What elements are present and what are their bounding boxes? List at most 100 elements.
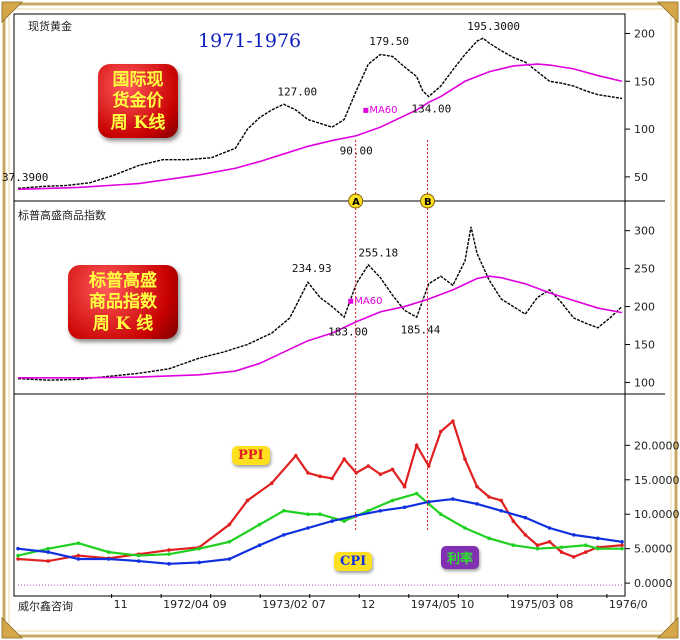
marker-label-b: B xyxy=(424,197,432,208)
rate-point xyxy=(46,550,50,554)
ma60-swatch xyxy=(363,107,369,113)
ppi-point xyxy=(46,559,50,563)
ppi-point xyxy=(439,429,443,434)
rate-point xyxy=(306,526,310,530)
commodity-badge-line-1: 标普高盛 xyxy=(89,271,157,291)
y-tick-label: 250 xyxy=(634,263,655,276)
ppi-point xyxy=(378,472,383,477)
annotation-label: 179.50 xyxy=(369,35,409,48)
gold-title-badge: 国际现 货金价 周 K线 xyxy=(98,64,178,138)
x-tick-label: 10 xyxy=(460,598,474,611)
commodity-badge-line-2: 商品指数 xyxy=(89,292,157,313)
rate-point xyxy=(76,557,81,561)
x-tick-label: 1975/03 xyxy=(510,598,556,611)
x-tick-label: 11 xyxy=(114,598,128,611)
ppi-point xyxy=(487,495,491,499)
annotation-label: 183.00 xyxy=(328,325,368,338)
rate-point xyxy=(571,533,576,537)
ppi-point xyxy=(294,453,298,458)
cpi-point xyxy=(414,491,419,496)
y-tick-label: 10.0000 xyxy=(634,508,680,521)
commodity-title-badge: 标普高盛 商品指数 周 K 线 xyxy=(68,265,178,339)
x-tick-label: 1972/04 xyxy=(163,598,209,611)
cpi-point xyxy=(535,546,540,551)
y-tick-label: 15.0000 xyxy=(634,474,680,487)
footer-label: 威尔鑫咨询 xyxy=(18,600,73,613)
cpi-point xyxy=(342,519,346,523)
ppi-point xyxy=(559,550,564,554)
cpi-point xyxy=(366,508,371,513)
cpi-label: CPI xyxy=(334,552,373,571)
y-tick-label: 0.0000 xyxy=(634,577,673,590)
ppi-point xyxy=(318,474,322,479)
ma60-label: MA60 xyxy=(354,296,382,307)
ppi-point xyxy=(402,484,407,489)
rate-point xyxy=(16,546,20,551)
ppi-label: PPI xyxy=(232,446,270,465)
cpi-point xyxy=(487,536,491,541)
ppi-point xyxy=(475,484,479,489)
cpi-point xyxy=(439,512,443,517)
x-tick-label: 1974/05 xyxy=(411,598,457,611)
cpi-point xyxy=(318,512,322,517)
rate-point xyxy=(137,559,141,563)
annotation-label: 195.3000 xyxy=(467,20,520,33)
x-tick-label: 07 xyxy=(312,598,326,611)
y-tick-label: 50 xyxy=(634,171,648,184)
annotation-label: 90.00 xyxy=(340,145,373,158)
y-tick-label: 150 xyxy=(634,338,655,351)
ppi-point xyxy=(366,464,371,468)
cpi-point xyxy=(583,543,588,548)
rate-point xyxy=(197,560,201,565)
ppi-point xyxy=(269,481,274,486)
annotation-label: 134.00 xyxy=(412,103,452,116)
cpi-point xyxy=(306,512,310,517)
ppi-point xyxy=(167,548,171,552)
rate-point xyxy=(547,526,552,530)
rate-point xyxy=(330,519,334,523)
annotation-label: 185.44 xyxy=(401,324,441,337)
ppi-point xyxy=(499,498,504,503)
price-series-line xyxy=(17,37,623,190)
annotation-label: 127.00 xyxy=(277,85,317,98)
marker-circle-a xyxy=(348,193,364,209)
y-tick-label: 300 xyxy=(634,225,655,238)
y-tick-label: 100 xyxy=(634,123,655,136)
price-series-line xyxy=(17,226,623,381)
y-tick-label: 150 xyxy=(634,75,655,88)
rate-point xyxy=(523,515,528,520)
annotation-label: 255.18 xyxy=(358,247,398,260)
gold-badge-line-3: 周 K线 xyxy=(110,112,166,133)
y-tick-label: 5.0000 xyxy=(634,543,673,556)
x-tick-label: 12 xyxy=(361,598,375,611)
rate-point xyxy=(402,505,407,510)
rate-point xyxy=(475,502,479,506)
ppi-point xyxy=(451,419,455,424)
ppi-point xyxy=(330,476,334,481)
annotation-label: 37.3900 xyxy=(2,171,48,184)
gold-badge-line-1: 国际现 xyxy=(112,70,164,90)
cpi-point xyxy=(463,526,467,530)
y-tick-label: 20.0000 xyxy=(634,439,680,452)
x-tick-label: 1976/0 xyxy=(609,598,648,611)
cpi-point xyxy=(559,545,564,550)
cpi-point xyxy=(511,543,516,548)
ppi-point xyxy=(342,457,346,461)
y-tick-label: 200 xyxy=(634,301,655,314)
rate-point xyxy=(167,562,171,566)
ppi-point xyxy=(571,555,576,559)
rate-series-line xyxy=(17,497,623,565)
rate-point xyxy=(354,513,359,518)
ppi-point xyxy=(306,471,310,475)
period-label: 1971-1976 xyxy=(198,30,302,52)
rate-point xyxy=(596,536,600,541)
commodity-panel-title: 标普高盛商品指数 xyxy=(18,209,106,222)
ppi-point xyxy=(245,498,250,503)
x-tick-label: 08 xyxy=(559,598,573,611)
cpi-point xyxy=(257,522,262,527)
cpi-point xyxy=(167,552,171,556)
rate-point xyxy=(227,557,232,561)
ma60-series-line xyxy=(18,275,623,379)
commodity-badge-line-3: 周 K 线 xyxy=(92,313,154,334)
marker-circle-b xyxy=(420,193,436,209)
